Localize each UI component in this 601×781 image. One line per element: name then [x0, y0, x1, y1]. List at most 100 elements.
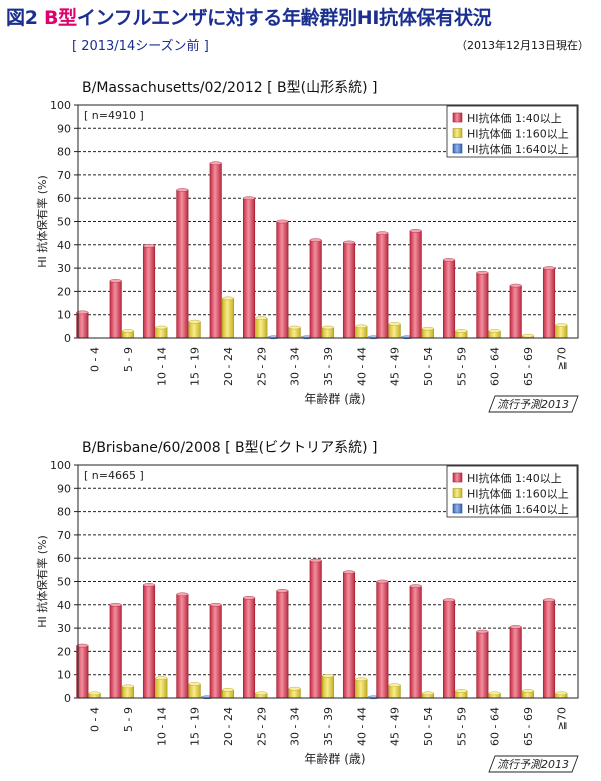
x-tick-label: 0 - 4	[89, 347, 102, 372]
x-tick-label: 10 - 14	[155, 347, 168, 386]
y-tick-label: 60	[57, 552, 71, 565]
bar-1	[321, 675, 335, 699]
x-tick-label: 50 - 54	[422, 707, 435, 746]
x-tick-label: 5 - 9	[122, 707, 135, 732]
bar-cap-0	[409, 229, 422, 233]
plot-frame	[77, 104, 579, 339]
bar-cap-0	[309, 558, 322, 563]
x-tick-label: 35 - 39	[322, 707, 335, 746]
bar-1	[188, 683, 201, 699]
bar-0	[409, 230, 422, 339]
bar-cap-0	[243, 596, 255, 600]
bar-cap-0	[276, 589, 289, 593]
bar-1	[388, 323, 401, 339]
legend-label: HI抗体価 1:40以上	[467, 471, 562, 485]
bar-cap-0	[476, 629, 489, 634]
bar-1	[255, 317, 268, 339]
x-tick-label: 30 - 34	[289, 707, 302, 746]
bar-0	[142, 245, 156, 339]
y-tick-label: 80	[57, 506, 71, 519]
bar-0	[442, 259, 456, 339]
bar-0	[309, 239, 322, 339]
badge-label: 流行予測2013	[497, 398, 569, 411]
x-tick-label: 60 - 64	[489, 707, 502, 746]
bar-0	[442, 599, 456, 699]
bar-cap-0	[443, 598, 455, 602]
bar-1	[188, 321, 201, 339]
bar-cap-1	[155, 676, 168, 680]
bar-cap-0	[276, 219, 289, 224]
bar-cap-1	[222, 296, 234, 301]
bar-cap-0	[243, 196, 255, 200]
figure-date: （2013年12月13日現在）	[456, 39, 589, 52]
bar-0	[109, 280, 122, 339]
bar-cap-0	[109, 602, 122, 607]
bar-cap-0	[209, 602, 222, 607]
legend-label: HI抗体価 1:160以上	[467, 127, 569, 141]
x-tick-label: 35 - 39	[322, 347, 335, 386]
sample-size: [ n=4910 ]	[84, 109, 144, 122]
bar-cap-1	[522, 333, 534, 338]
bar-0	[242, 597, 256, 699]
x-tick-label: ≧70	[555, 707, 568, 730]
title-text: インフルエンザに対する年齢群別HI抗体保有状況	[76, 7, 492, 29]
bar-cap-1	[388, 322, 401, 326]
bar-cap-0	[109, 279, 122, 283]
bar-cap-1	[155, 325, 168, 330]
bar-0	[142, 584, 156, 699]
y-tick-label: 80	[57, 146, 71, 159]
plot-frame	[77, 464, 579, 699]
x-tick-label: 25 - 29	[255, 347, 268, 386]
bar-1	[555, 324, 568, 339]
bar-cap-1	[122, 329, 134, 333]
legend-label: HI抗体価 1:40以上	[467, 111, 562, 125]
bar-1	[355, 679, 368, 699]
y-tick-label: 30	[57, 622, 71, 635]
y-tick-label: 20	[57, 645, 71, 658]
bar-0	[542, 267, 556, 339]
bar-cap-1	[188, 319, 201, 324]
bar-cap-1	[288, 686, 301, 691]
bar-cap-0	[309, 238, 322, 242]
bar-cap-0	[143, 244, 155, 248]
bar-cap-1	[522, 689, 534, 693]
bar-cap-0	[376, 231, 389, 235]
figure-label: 図2	[6, 7, 38, 29]
legend-label: HI抗体価 1:640以上	[467, 142, 569, 156]
bar-cap-1	[455, 689, 468, 693]
bar-0	[542, 599, 556, 699]
y-tick-label: 90	[57, 122, 71, 135]
bar-cap-1	[422, 691, 434, 696]
x-tick-label: 55 - 59	[455, 707, 468, 746]
y-axis-label: HI 抗体保有率 (%)	[35, 535, 49, 628]
y-tick-label: 20	[57, 285, 71, 298]
x-tick-label: 10 - 14	[155, 707, 168, 746]
bar-cap-0	[409, 584, 422, 588]
bar-0	[342, 571, 356, 699]
chart-title: B/Massachusetts/02/2012 [ B型(山形系統) ]	[82, 80, 377, 96]
sample-size: [ n=4665 ]	[84, 469, 144, 482]
legend-swatch-2	[452, 503, 463, 514]
bar-cap-0	[143, 583, 155, 587]
x-tick-label: 45 - 49	[389, 707, 402, 746]
bar-0	[109, 604, 122, 699]
x-tick-label: 15 - 19	[189, 347, 202, 386]
bar-cap-0	[476, 270, 489, 275]
bar-0	[176, 189, 189, 339]
title-type: B型	[43, 7, 77, 29]
bar-0	[409, 585, 422, 699]
figure-title: 図2 B型インフルエンザに対する年齢群別HI抗体保有状況	[6, 3, 492, 30]
x-tick-label: 25 - 29	[255, 707, 268, 746]
x-tick-label: 65 - 69	[522, 347, 535, 386]
bar-0	[376, 581, 389, 699]
bar-cap-1	[455, 329, 468, 333]
x-tick-label: 15 - 19	[189, 707, 202, 746]
x-tick-label: 20 - 24	[222, 707, 235, 746]
bar-cap-0	[343, 240, 355, 245]
x-tick-label: 20 - 24	[222, 347, 235, 386]
y-axis-label: HI 抗体保有率 (%)	[35, 175, 49, 268]
bar-0	[176, 594, 189, 699]
bar-cap-1	[88, 691, 101, 696]
bar-cap-0	[76, 643, 89, 648]
bar-cap-1	[555, 691, 568, 696]
